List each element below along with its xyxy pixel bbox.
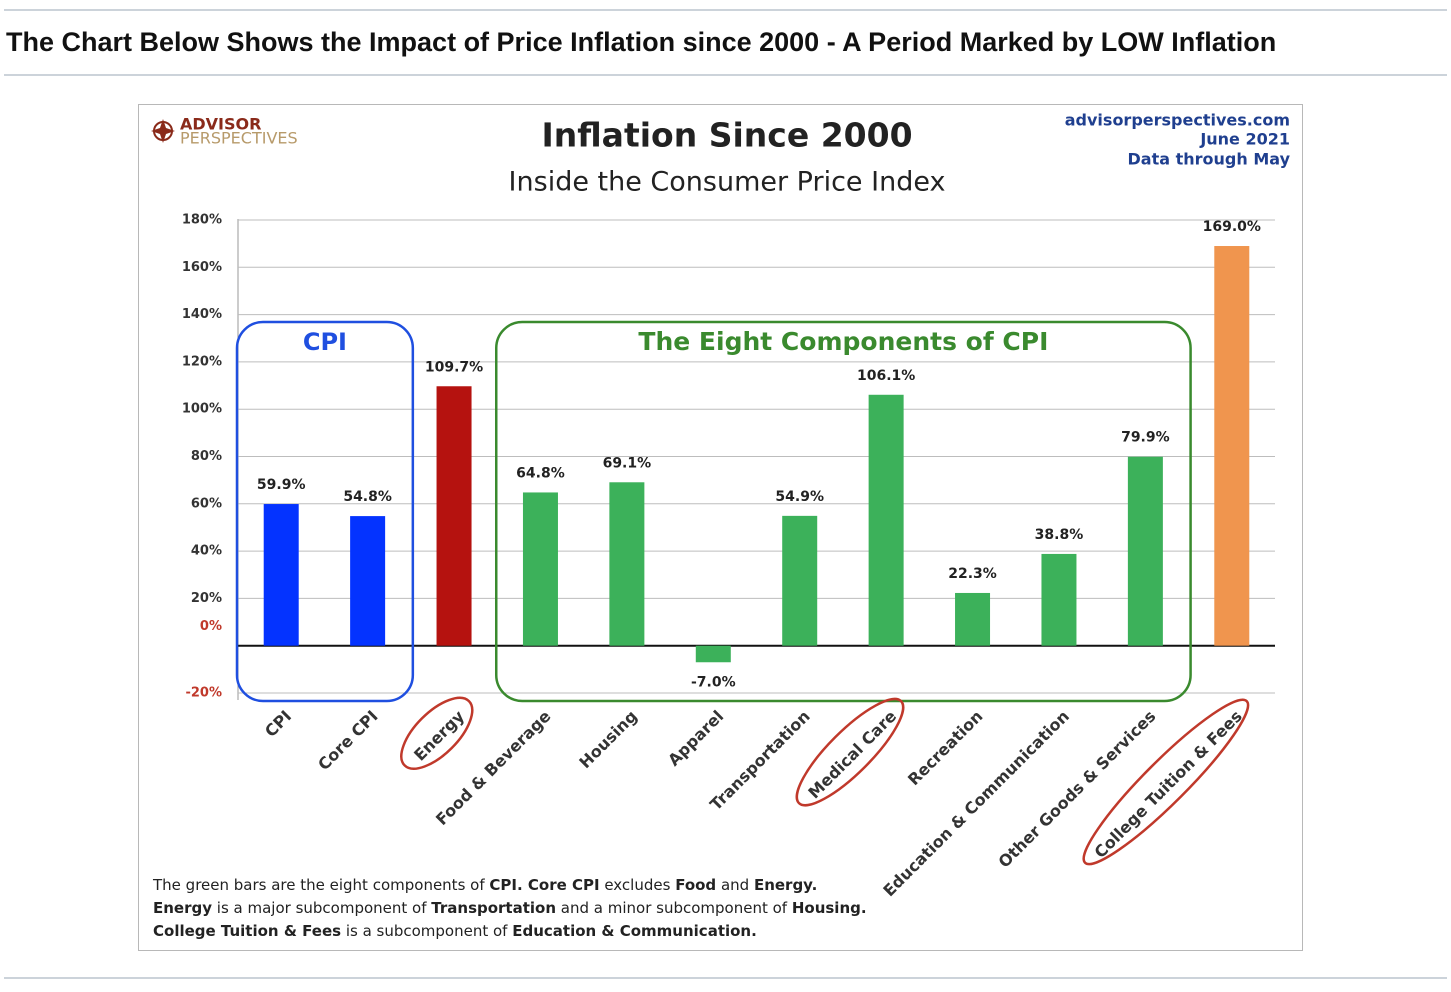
footnote-part: CPI. Core CPI: [489, 876, 599, 894]
footnote-part: Energy: [153, 899, 212, 917]
bar: [1041, 553, 1077, 646]
bar: [436, 386, 472, 646]
value-label: 54.8%: [343, 489, 392, 505]
footnote-part: and: [716, 876, 754, 894]
y-tick-label: 40%: [191, 544, 222, 559]
value-label: 22.3%: [948, 566, 997, 582]
footnote-part: College Tuition & Fees: [153, 922, 341, 940]
bar: [695, 645, 731, 663]
y-tick-label: 60%: [191, 496, 222, 511]
highlight-ellipse: [1082, 698, 1250, 866]
source-text: Data through May: [1128, 150, 1291, 169]
value-label: 54.9%: [775, 489, 824, 505]
y-tick-label: 100%: [182, 402, 222, 417]
bar: [609, 482, 645, 646]
footnote-part: The green bars are the eight components …: [152, 876, 489, 894]
footnote-part: Transportation: [431, 899, 556, 917]
logo-text: PERSPECTIVES: [180, 129, 298, 148]
value-label: 109.7%: [425, 359, 483, 375]
footnote: Energy is a major subcomponent of Transp…: [153, 899, 867, 917]
logo-text: ADVISOR: [180, 115, 261, 134]
logo-icon: [151, 119, 175, 143]
page-heading: The Chart Below Shows the Impact of Pric…: [6, 27, 1276, 57]
chart-title: Inflation Since 2000: [541, 116, 912, 155]
bar: [955, 592, 991, 646]
footnote: The green bars are the eight components …: [152, 876, 817, 894]
footnote-part: is a major subcomponent of: [212, 899, 431, 917]
source-text: June 2021: [1199, 130, 1290, 149]
y-tick-label: 0%: [200, 619, 222, 634]
value-label: 64.8%: [516, 465, 565, 481]
value-label: 169.0%: [1203, 219, 1261, 235]
value-label: 69.1%: [603, 455, 652, 471]
y-tick-label: 180%: [182, 213, 222, 228]
group-label: CPI: [303, 328, 347, 356]
footnote-part: and a minor subcomponent of: [556, 899, 792, 917]
highlight-ellipse: [795, 697, 905, 807]
footnote-part: is a subcomponent of: [341, 922, 512, 940]
chart-frame: [138, 104, 1303, 951]
footnote-part: Energy.: [754, 876, 817, 894]
y-tick-label: 80%: [191, 449, 222, 464]
bar: [868, 394, 904, 646]
value-label: -7.0%: [691, 674, 736, 690]
bar: [1214, 246, 1250, 646]
footnote: College Tuition & Fees is a subcomponent…: [153, 922, 757, 940]
value-label: 106.1%: [857, 368, 915, 384]
footnote-part: Education & Communication.: [512, 922, 757, 940]
highlight-ellipse: [400, 696, 474, 770]
bar: [350, 516, 386, 646]
bar: [782, 515, 818, 646]
footnote-part: Food: [675, 876, 716, 894]
y-tick-label: 140%: [182, 307, 222, 322]
chart-subtitle: Inside the Consumer Price Index: [509, 167, 946, 198]
bar: [1127, 456, 1163, 646]
y-tick-label: 120%: [182, 354, 222, 369]
value-label: 38.8%: [1035, 527, 1084, 543]
y-tick-label: 20%: [191, 591, 222, 606]
value-label: 59.9%: [257, 477, 306, 493]
group-box: [495, 320, 1192, 703]
y-tick-label: -20%: [185, 686, 222, 701]
group-box: [235, 320, 415, 703]
value-label: 79.9%: [1121, 430, 1170, 446]
group-label: The Eight Components of CPI: [638, 327, 1048, 356]
footnote-part: Housing.: [792, 899, 867, 917]
y-tick-label: 160%: [182, 260, 222, 275]
bar: [263, 504, 299, 646]
bar: [522, 492, 558, 646]
source-text: advisorperspectives.com: [1065, 111, 1290, 130]
footnote-part: excludes: [600, 876, 676, 894]
